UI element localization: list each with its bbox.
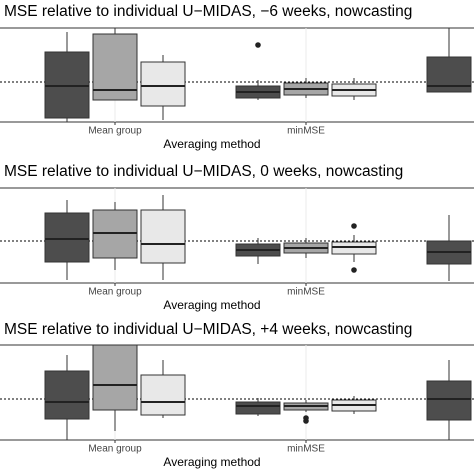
box [44,370,90,420]
chart-title: MSE relative to individual U−MIDAS, +4 w… [4,321,412,338]
outlier [351,267,357,273]
outlier [351,223,357,229]
x-axis-label: Averaging method [163,298,260,312]
box [140,374,186,416]
box [92,344,138,411]
x-tick-label: minMSE [287,126,325,137]
chart-title: MSE relative to individual U−MIDAS, −6 w… [4,3,412,20]
chart-title: MSE relative to individual U−MIDAS, 0 we… [4,163,403,180]
box [44,212,90,263]
box [140,209,186,264]
x-axis-label: Averaging method [163,455,260,469]
x-tick-label: Mean group [88,287,142,298]
x-tick-label: minMSE [287,287,325,298]
box [140,61,186,107]
x-axis-label: Averaging method [163,137,260,151]
outlier [255,42,261,48]
outlier [303,418,309,424]
box [426,380,472,421]
x-tick-label: Mean group [88,126,142,137]
x-tick-label: minMSE [287,444,325,455]
x-tick-label: Mean group [88,444,142,455]
box [235,401,281,415]
